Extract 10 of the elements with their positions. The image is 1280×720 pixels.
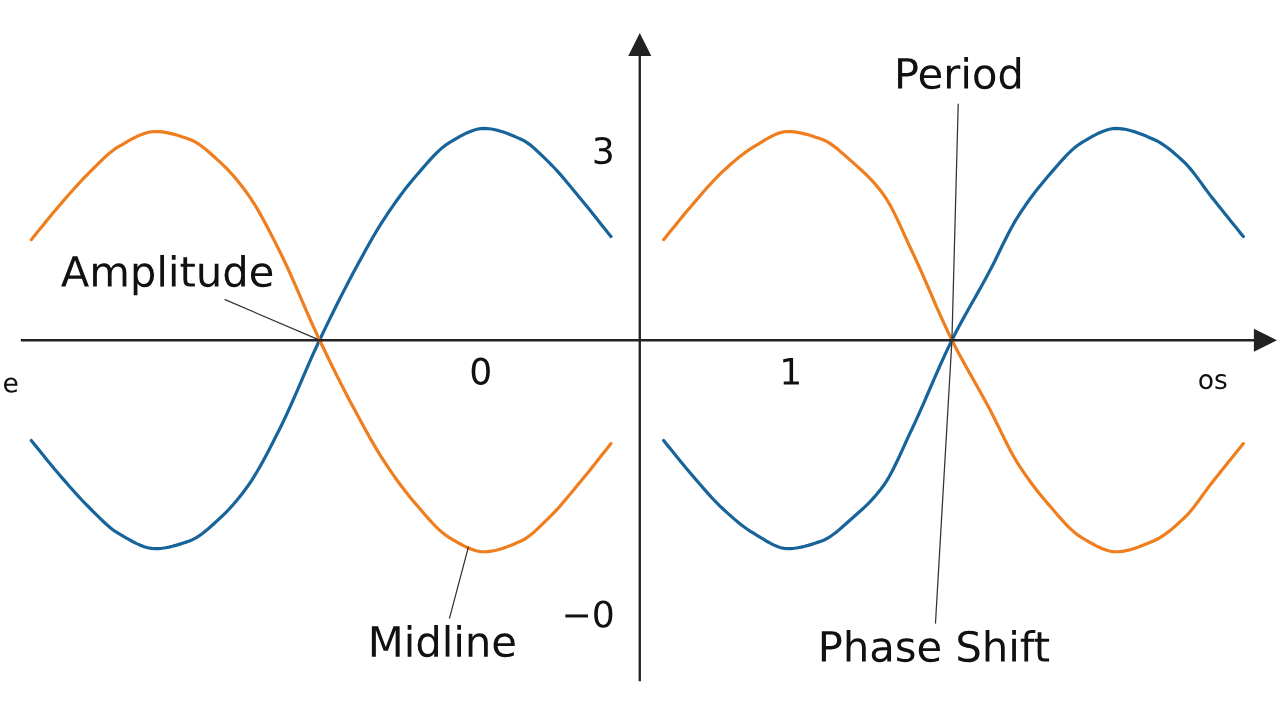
y-tick-label: −0 <box>565 600 613 628</box>
annotation: Amplitude <box>61 254 273 296</box>
x-tick-label: 0 <box>471 357 490 385</box>
x-tick-label: 1 <box>783 358 799 385</box>
annotation: Phase Shift <box>821 629 1050 663</box>
text: e <box>4 377 18 393</box>
annotation: Period <box>898 56 1021 90</box>
annotation: Midline <box>371 624 515 658</box>
y-tick-label: 3 <box>594 136 612 165</box>
x-axis-title: os <box>1199 374 1227 390</box>
